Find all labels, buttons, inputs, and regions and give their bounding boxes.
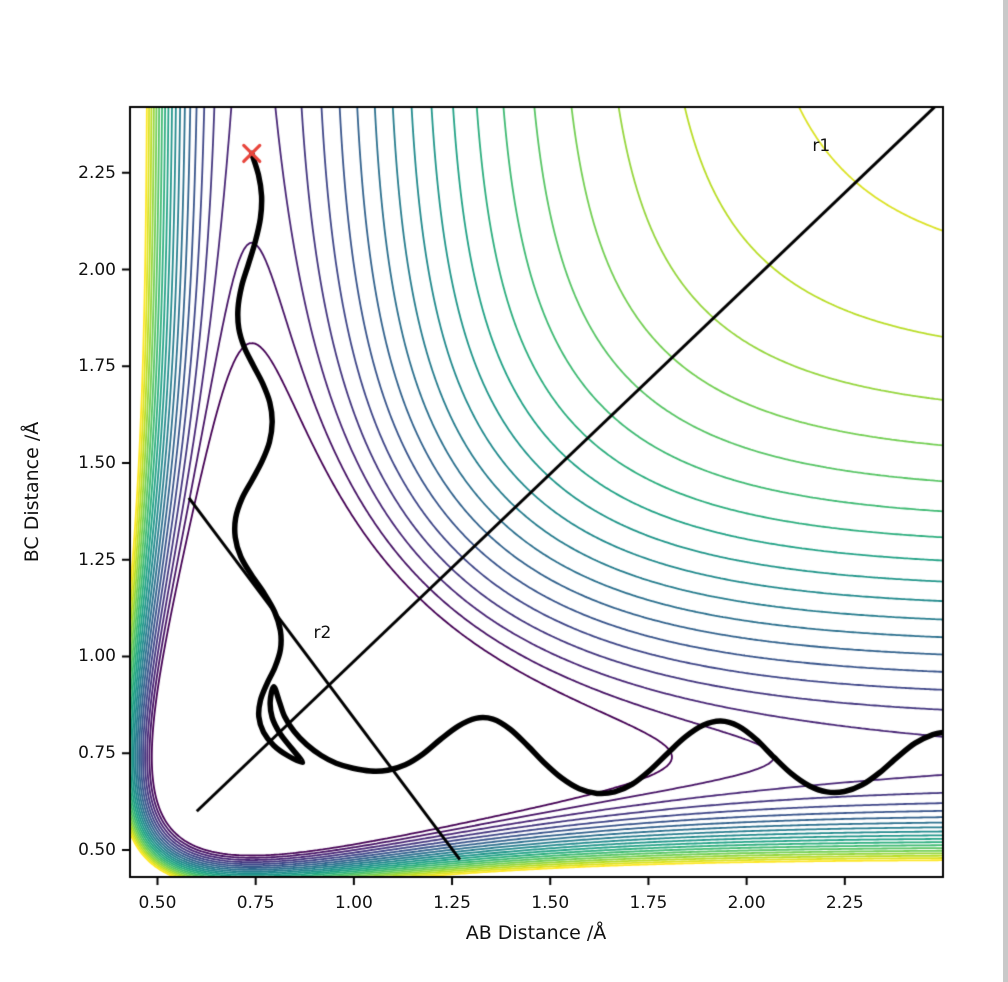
y-tick-label: 1.00: [78, 646, 116, 667]
r2-line-label: r2: [313, 623, 332, 644]
x-tick-label: 1.50: [531, 893, 570, 913]
r1-line-label: r1: [812, 135, 831, 156]
y-tick-label: 2.25: [78, 162, 116, 183]
x-tick-label: 0.75: [236, 893, 275, 913]
window-edge-strip: [1003, 0, 1008, 982]
y-axis-label: BC Distance /Å: [21, 421, 43, 563]
x-tick-label: 1.00: [334, 893, 373, 913]
x-tick-label: 2.25: [825, 893, 864, 913]
x-tick-label: 2.00: [727, 893, 766, 913]
y-tick-label: 2.00: [78, 259, 116, 280]
x-axis-label: AB Distance /Å: [465, 922, 607, 944]
x-tick-label: 0.50: [138, 893, 177, 913]
y-tick-label: 1.25: [78, 549, 116, 570]
y-tick-label: 0.75: [78, 743, 116, 764]
y-tick-label: 0.50: [78, 839, 116, 860]
y-tick-label: 1.50: [78, 452, 116, 473]
x-tick-label: 1.75: [629, 893, 668, 913]
x-tick-label: 1.25: [433, 893, 471, 913]
y-tick-label: 1.75: [78, 356, 116, 377]
